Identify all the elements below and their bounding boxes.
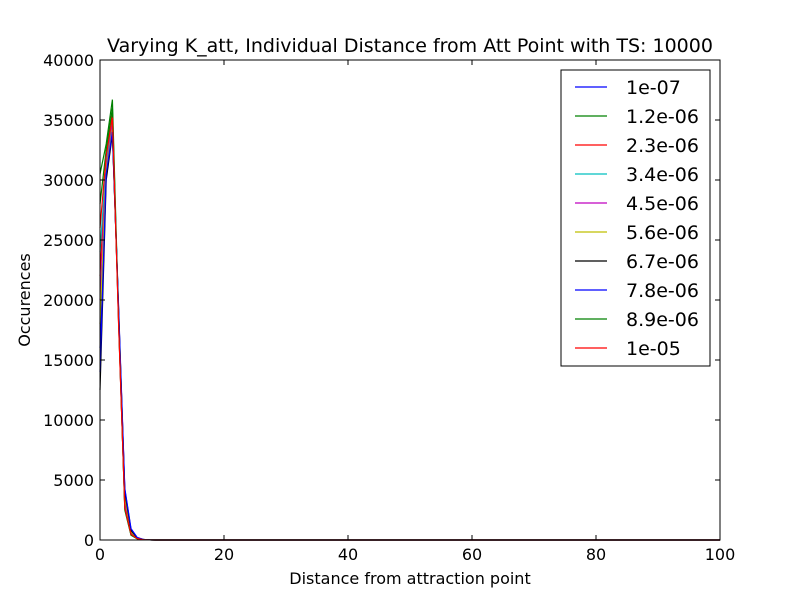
- y-tick-label: 0: [84, 531, 94, 550]
- legend-label: 6.7e-06: [626, 251, 699, 273]
- y-axis-ticks: 0 5000 10000 15000 20000 25000 30000 35000 40000: [43, 51, 720, 550]
- y-tick-label: 25000: [43, 231, 94, 250]
- x-tick-label: 60: [462, 545, 482, 564]
- y-axis-label: Occurences: [15, 253, 34, 347]
- legend-label: 8.9e-06: [626, 309, 699, 331]
- legend-label: 7.8e-06: [626, 280, 699, 302]
- y-tick-label: 10000: [43, 411, 94, 430]
- y-tick-label: 35000: [43, 111, 94, 130]
- chart-title: Varying K_att, Individual Distance from …: [107, 35, 713, 57]
- x-axis-ticks: 0 20 40 60 80 100: [95, 60, 735, 564]
- legend: 1e-07 1.2e-06 2.3e-06 3.4e-06 4.5e-06 5.6e-06…: [560, 69, 711, 367]
- x-tick-label: 20: [214, 545, 234, 564]
- x-axis-label: Distance from attraction point: [289, 569, 530, 588]
- x-tick-label: 0: [95, 545, 105, 564]
- legend-box: [560, 69, 711, 367]
- x-tick-label: 80: [586, 545, 606, 564]
- legend-label: 4.5e-06: [626, 193, 699, 215]
- y-tick-label: 5000: [53, 471, 94, 490]
- legend-label: 2.3e-06: [626, 135, 699, 157]
- y-tick-label: 40000: [43, 51, 94, 70]
- x-tick-label: 40: [338, 545, 358, 564]
- legend-label: 1e-07: [626, 77, 681, 99]
- legend-label: 1e-05: [626, 338, 681, 360]
- y-tick-label: 15000: [43, 351, 94, 370]
- y-tick-label: 20000: [43, 291, 94, 310]
- y-tick-label: 30000: [43, 171, 94, 190]
- legend-label: 1.2e-06: [626, 106, 699, 128]
- legend-label: 3.4e-06: [626, 164, 699, 186]
- legend-label: 5.6e-06: [626, 222, 699, 244]
- x-tick-label: 100: [705, 545, 736, 564]
